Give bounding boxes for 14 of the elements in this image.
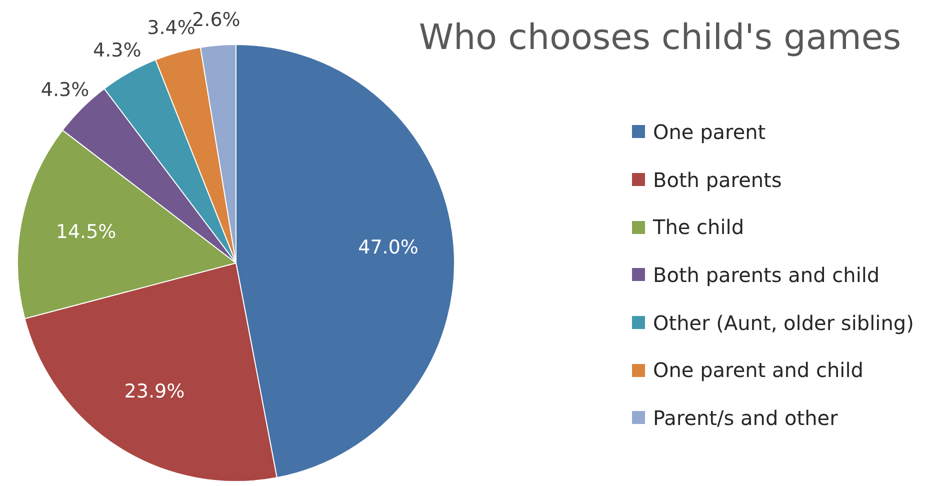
chart-title: Who chooses child's games [418, 18, 902, 58]
legend-label: Both parents and child [653, 262, 880, 287]
data-label: 14.5% [56, 220, 116, 243]
legend-label: The child [653, 215, 744, 240]
data-label: 3.4% [147, 17, 196, 40]
legend-label: One parent [653, 120, 766, 144]
data-label: 4.3% [93, 40, 142, 62]
data-label: 4.3% [40, 78, 90, 101]
legend-label: Both parents [653, 168, 782, 192]
data-label: 47.0% [358, 236, 418, 259]
data-label: 23.9% [124, 380, 185, 402]
legend-label: Parent/s and other [653, 406, 838, 430]
legend-label: One parent and child [653, 358, 864, 382]
legend-label: Other (Aunt, older sibling) [653, 310, 914, 335]
